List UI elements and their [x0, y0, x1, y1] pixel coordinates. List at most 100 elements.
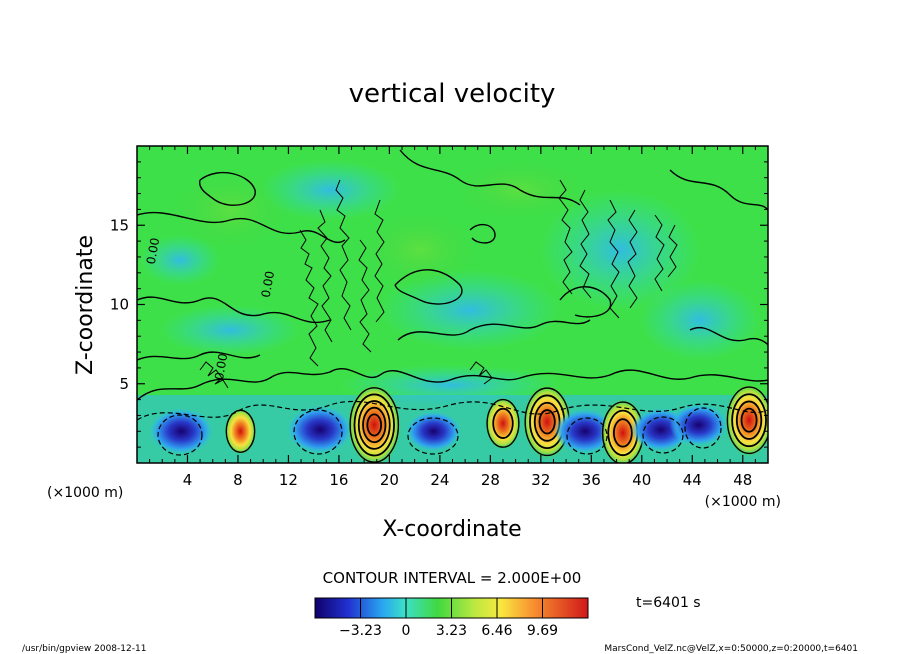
y-axis: 5 10 15 [110, 161, 768, 448]
soft-green-patch [170, 170, 290, 250]
colorbar-tick-label: −3.23 [339, 623, 382, 639]
footer-program: /usr/bin/gpview 2008-12-11 [22, 644, 146, 654]
updraft-cell [347, 383, 402, 463]
time-label: t=6401 s [636, 595, 701, 611]
x-tick-label: 44 [683, 471, 702, 489]
contour-line [137, 296, 331, 324]
downdraft-cell [286, 405, 353, 454]
x-tick-label: 12 [279, 471, 298, 489]
contour-line [669, 169, 768, 211]
contour-line [689, 327, 768, 346]
contour-line [374, 199, 385, 323]
contour-line [654, 214, 665, 292]
colorbar-tick-label: 9.69 [527, 623, 558, 639]
updraft-contour [362, 406, 387, 444]
negative-contour [157, 414, 203, 456]
contour-interval-text: CONTOUR INTERVAL = 2.000E+00 [323, 569, 582, 587]
x-tick-label: 40 [632, 471, 651, 489]
contour-line [198, 171, 256, 206]
negative-contour [293, 409, 343, 455]
negative-contours [137, 400, 768, 456]
x-axis: 4 8 12 16 20 24 28 32 36 40 44 48 [149, 146, 756, 489]
downdraft-cell [405, 411, 462, 452]
contour-line [469, 361, 493, 385]
contour-line [335, 179, 352, 331]
contour-line [199, 361, 229, 389]
contour-line [137, 351, 261, 361]
contour-line [558, 179, 573, 295]
x-tick-label: 24 [430, 471, 449, 489]
contour-line [579, 189, 592, 299]
contour-lines [137, 149, 768, 401]
contour-line [137, 211, 346, 243]
soft-green-patch [360, 210, 480, 290]
updraft-contour [740, 407, 758, 433]
colorbar-ticks: −3.23 0 3.23 6.46 9.69 [339, 598, 558, 639]
contour-line [627, 209, 638, 309]
updraft-contour [486, 398, 520, 448]
x-tick-label: 20 [380, 471, 399, 489]
x-tick-label: 16 [329, 471, 348, 489]
y-tick-label: 5 [119, 375, 129, 393]
y-tick-label: 10 [110, 296, 129, 314]
x-axis-title: X-coordinate [382, 517, 521, 542]
chart-title: vertical velocity [349, 79, 556, 109]
y-tick-label: 15 [110, 216, 129, 234]
soft-blue-patch [640, 280, 760, 360]
contour-line [394, 269, 463, 305]
contour-line [397, 319, 591, 341]
y-axis-title: Z-coordinate [73, 235, 98, 375]
soft-blue-patch [260, 160, 400, 220]
contour-label: 0.00 [259, 270, 277, 299]
x-tick-label: 32 [531, 471, 550, 489]
updraft-contour [357, 400, 391, 450]
updraft-contour [726, 386, 768, 455]
updraft-cell [724, 383, 768, 458]
colorbar-tick-label: 3.23 [436, 623, 467, 639]
x-tick-label: 36 [582, 471, 601, 489]
negative-contour [566, 417, 608, 455]
x-tick-label: 28 [481, 471, 500, 489]
contour-label: 0.00 [144, 237, 162, 266]
colorbar-tick-label: 0 [402, 623, 411, 639]
contour-line [667, 224, 678, 278]
updraft-cell [485, 396, 521, 450]
updraft-contour [538, 409, 556, 435]
x-tick-label: 48 [733, 471, 752, 489]
x-tick-label: 8 [233, 471, 243, 489]
negative-contour [684, 407, 722, 449]
negative-contour [642, 416, 684, 454]
downdraft-cell [554, 408, 616, 454]
soft-blue-patch [140, 235, 220, 285]
soft-blue-patch [380, 270, 560, 350]
contour-value-labels: 0.00 0.00 0.00 [144, 237, 277, 381]
negative-contour [407, 417, 459, 455]
updraft-contour [366, 413, 383, 437]
updraft-contour [349, 387, 400, 463]
contour-line [469, 223, 496, 244]
y-axis-units: (×1000 m) [47, 485, 123, 501]
contour-line [358, 239, 372, 353]
updraft-contour [731, 393, 767, 448]
contour-line [607, 199, 620, 319]
footer-source: MarsCond_VelZ.nc@VelZ,x=0:50000,z=0:2000… [604, 644, 858, 654]
contour-line [137, 367, 768, 401]
contour-label: 0.00 [212, 352, 230, 381]
updraft-contour [353, 393, 395, 457]
plot-area: 0.00 0.00 0.00 [137, 146, 768, 463]
updraft-contour [735, 400, 763, 440]
updraft-cell [224, 407, 257, 455]
x-axis-units: (×1000 m) [705, 494, 781, 510]
colorbar-tick-label: 6.46 [481, 623, 512, 639]
updraft-contour [492, 407, 514, 439]
turbulent-contours [199, 179, 678, 389]
contour-line [559, 286, 612, 318]
x-tick-label: 4 [183, 471, 193, 489]
contour-line [317, 209, 333, 343]
contour-line [399, 149, 581, 206]
negative-contour [137, 400, 768, 421]
contour-line [299, 229, 319, 367]
soft-blue-patch [540, 190, 700, 310]
downdraft-cell [669, 403, 728, 447]
